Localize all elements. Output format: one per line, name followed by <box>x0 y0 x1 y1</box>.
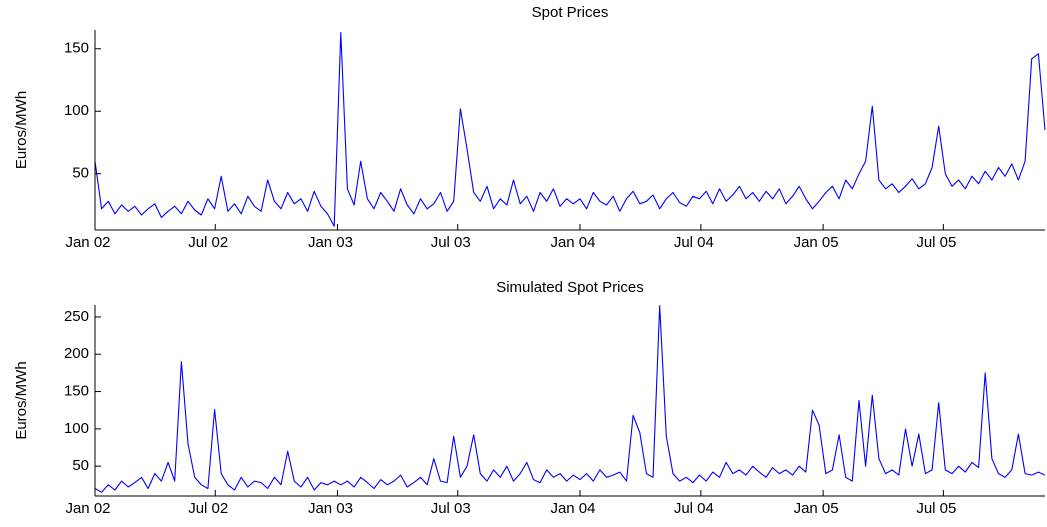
x-tick-label: Jul 04 <box>674 500 714 517</box>
x-tick-label: Jan 04 <box>550 500 595 517</box>
chart-title: Simulated Spot Prices <box>496 279 644 296</box>
chart-title: Spot Prices <box>532 4 609 21</box>
x-tick-label: Jan 05 <box>794 500 839 517</box>
y-axis-label: Euros/MWh <box>13 91 30 169</box>
x-tick-label: Jul 05 <box>916 500 956 517</box>
price-line <box>94 305 1046 493</box>
y-tick-label: 50 <box>72 457 89 474</box>
x-tick-label: Jan 04 <box>550 234 595 251</box>
price-line <box>94 31 1046 227</box>
x-tick-label: Jan 02 <box>65 500 110 517</box>
x-tick-label: Jan 03 <box>308 500 353 517</box>
x-tick-label: Jan 05 <box>794 234 839 251</box>
y-tick-label: 150 <box>64 383 89 400</box>
x-tick-label: Jul 05 <box>916 234 956 251</box>
x-tick-label: Jul 02 <box>188 500 228 517</box>
x-tick-label: Jan 03 <box>308 234 353 251</box>
y-tick-label: 100 <box>64 420 89 437</box>
y-tick-label: 50 <box>72 165 89 182</box>
x-tick-label: Jul 02 <box>188 234 228 251</box>
y-axis-label: Euros/MWh <box>13 361 30 439</box>
y-tick-label: 100 <box>64 102 89 119</box>
x-tick-label: Jul 03 <box>431 500 471 517</box>
x-tick-label: Jan 02 <box>65 234 110 251</box>
x-tick-label: Jul 03 <box>431 234 471 251</box>
x-tick-label: Jul 04 <box>674 234 714 251</box>
y-tick-label: 200 <box>64 345 89 362</box>
y-tick-label: 150 <box>64 40 89 57</box>
y-tick-label: 250 <box>64 308 89 325</box>
